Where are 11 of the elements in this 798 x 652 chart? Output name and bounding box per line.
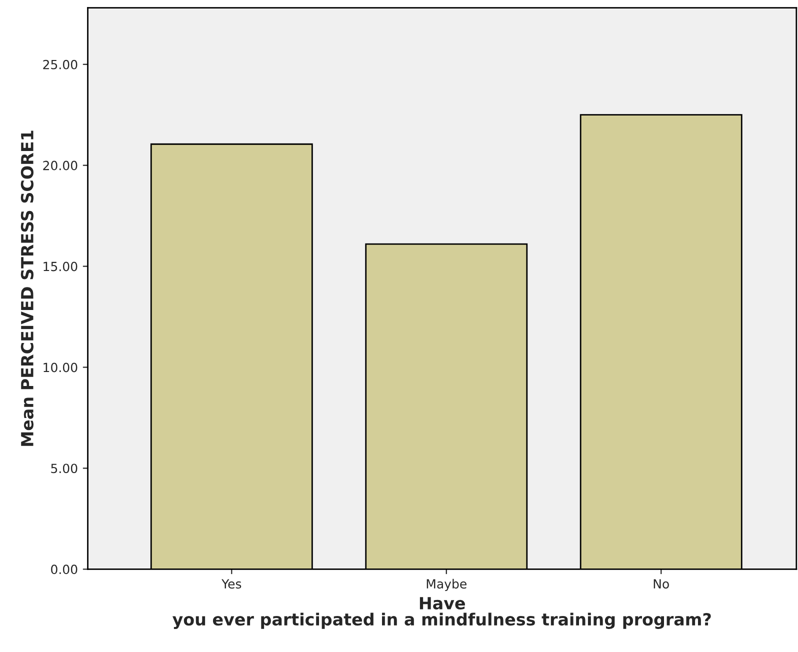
x-tick-label: No xyxy=(654,579,669,589)
y-tick-label: 0.00 xyxy=(51,564,78,574)
y-tick-label: 5.00 xyxy=(51,464,78,474)
y-axis-title: Mean PERCEIVED STRESS SCORE1 xyxy=(20,130,34,446)
x-tick-label: Maybe xyxy=(426,578,466,592)
y-tick-label: 15.00 xyxy=(44,262,78,272)
y-tick-label: 20.00 xyxy=(43,160,78,170)
x-tick-label: Yes xyxy=(222,579,242,589)
y-tick-label: 10.00 xyxy=(44,362,78,372)
x-axis-title: Have you ever participated in a mindfulness training program? xyxy=(172,597,711,629)
y-tick-label: 25.00 xyxy=(43,60,78,70)
